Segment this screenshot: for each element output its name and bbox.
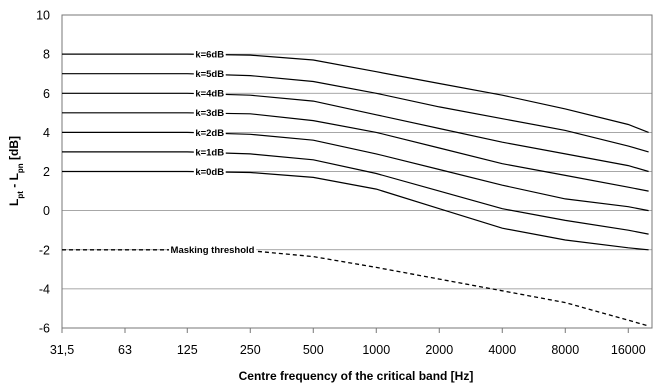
series-line xyxy=(62,73,649,153)
series-label-background xyxy=(193,49,226,62)
series-label: k=2dB xyxy=(195,128,224,139)
x-tick-label: 16000 xyxy=(611,343,646,357)
x-tick-label: 1000 xyxy=(362,343,390,357)
series-line xyxy=(62,170,649,251)
x-tick-label: 4000 xyxy=(488,343,516,357)
y-tick-label: 8 xyxy=(43,48,50,62)
y-axis-title: Lpt - Lpn [dB] xyxy=(7,136,25,206)
series-label: k=3dB xyxy=(195,108,224,119)
series-label: Masking threshold xyxy=(171,245,255,256)
series-line xyxy=(62,112,649,192)
series-label-background xyxy=(193,68,226,81)
y-tick-label: 0 xyxy=(43,204,50,218)
y-axis-title-sub1: pt xyxy=(16,191,25,199)
series-label-background xyxy=(193,107,226,120)
x-tick-label: 125 xyxy=(177,343,198,357)
series-label-background xyxy=(193,127,226,140)
series-line xyxy=(62,131,649,212)
series-labels: k=6dB k=5dB k=4dB k=3dB k=2dB k=1dB k=0dB Maski… xyxy=(169,49,257,257)
x-tick-label: 63 xyxy=(118,343,132,357)
y-tick-label: 4 xyxy=(43,126,50,140)
x-tick-label: 500 xyxy=(303,343,324,357)
y-tick-labels: -6 -4 -2 0 2 4 6 8 10 xyxy=(36,9,50,336)
series-line xyxy=(62,151,649,235)
series-label-background xyxy=(193,166,226,179)
series-lines xyxy=(62,53,649,327)
series-line xyxy=(62,92,649,173)
series-line xyxy=(62,53,649,133)
x-tick-label: 8000 xyxy=(551,343,579,357)
series-label: k=1dB xyxy=(195,147,224,158)
y-tick-label: -2 xyxy=(39,243,50,257)
x-tick-label: 31,5 xyxy=(50,343,74,357)
y-axis-title-mid: - L xyxy=(7,173,21,191)
y-tick-label: 6 xyxy=(43,87,50,101)
y-axis-title-unit: [dB] xyxy=(7,136,21,163)
y-tick-label: 10 xyxy=(36,9,50,23)
series-label: k=6dB xyxy=(195,50,224,61)
series-label-background xyxy=(193,88,226,101)
x-tick-label: 2000 xyxy=(425,343,453,357)
y-axis-title-sub2: pn xyxy=(16,163,25,173)
series-label: k=5dB xyxy=(195,69,224,80)
series-label-background xyxy=(169,244,257,257)
y-tick-label: 2 xyxy=(43,165,50,179)
series-label: k=4dB xyxy=(195,89,224,100)
series-label-background xyxy=(193,146,226,159)
x-axis-title: Centre frequency of the critical band [H… xyxy=(239,369,474,383)
series-label: k=0dB xyxy=(195,167,224,178)
x-tick-label: 250 xyxy=(240,343,261,357)
y-axis-title-main: L xyxy=(7,199,21,206)
y-tick-label: -4 xyxy=(39,282,50,296)
y-tick-label: -6 xyxy=(39,322,50,336)
series-line xyxy=(62,249,649,327)
x-tick-labels: 31,5 63 125 250 500 1000 2000 4000 8000 16000 xyxy=(50,328,646,357)
